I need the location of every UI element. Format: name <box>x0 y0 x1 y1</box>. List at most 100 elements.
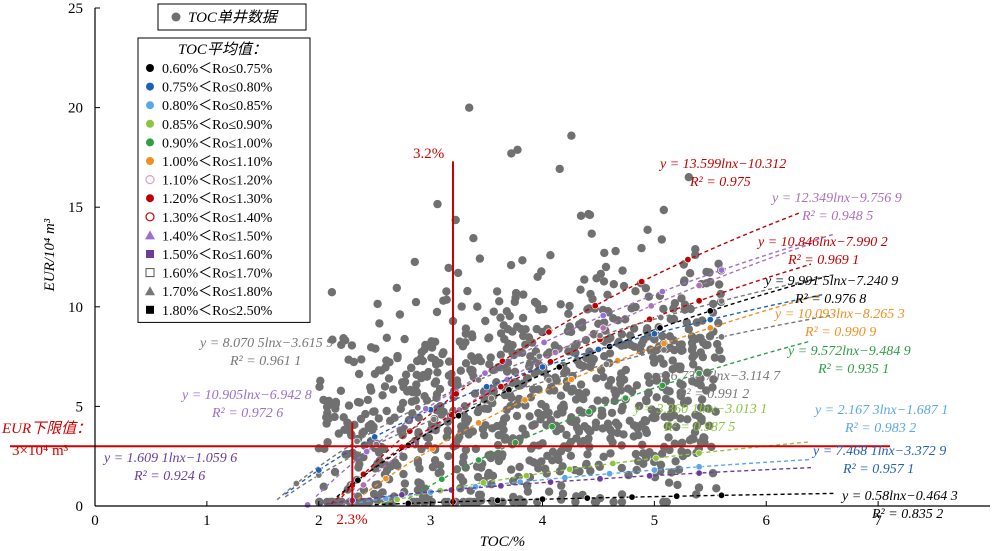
toc-well-point <box>521 340 530 349</box>
toc-well-point <box>662 386 671 395</box>
toc-well-point <box>664 433 673 442</box>
toc-well-point <box>509 492 518 502</box>
toc-well-point <box>431 337 440 346</box>
toc-well-point <box>481 316 490 326</box>
avg-point <box>481 369 489 377</box>
toc-well-point <box>576 380 586 389</box>
toc-well-point <box>323 438 332 447</box>
toc-well-point <box>621 365 630 375</box>
fit-r2-4: R² = 0.990 9 <box>804 325 876 340</box>
toc-well-point <box>702 386 711 395</box>
fit-r2-13: R² = 0.924 6 <box>133 469 205 484</box>
toc-well-point <box>525 412 534 421</box>
toc-well-point <box>472 462 482 471</box>
avg-point <box>292 479 300 487</box>
toc-well-point <box>618 266 627 275</box>
toc-well-point <box>509 350 519 360</box>
toc-well-point <box>494 456 504 466</box>
legend-label: 1.80%＜Ro≤2.50% <box>162 304 273 319</box>
toc-well-point <box>486 353 495 362</box>
avg-point <box>363 448 371 456</box>
avg-point <box>497 482 505 490</box>
legend-label: 1.50%＜Ro≤1.60% <box>162 248 273 263</box>
toc-well-point <box>427 353 436 362</box>
fit-r2-3: R² = 0.976 8 <box>794 292 866 307</box>
toc-well-point <box>665 332 674 341</box>
avg-legend-title: TOC平均值： <box>178 41 267 58</box>
toc-well-point <box>643 324 652 333</box>
y-tick-label: 15 <box>68 200 83 216</box>
fit-curve-0 <box>341 212 801 498</box>
toc-well-point <box>475 254 485 263</box>
avg-point <box>609 459 617 467</box>
fit-equation-6: y = 6.734 7lnx−3.114 7 <box>646 369 781 384</box>
toc-well-point <box>714 318 723 328</box>
toc-well-point <box>453 380 462 389</box>
toc-well-point <box>601 262 611 272</box>
toc-well-point <box>648 353 658 362</box>
toc-well-point <box>498 419 508 428</box>
toc-well-point <box>414 428 423 437</box>
avg-point <box>555 363 563 371</box>
y-tick-label: 10 <box>68 300 83 316</box>
avg-point <box>717 333 725 341</box>
toc-well-point <box>417 348 426 357</box>
toc-well-point <box>453 268 463 278</box>
toc-well-point <box>400 334 409 344</box>
fit-curve-1 <box>341 243 812 507</box>
legend-label: 1.00%＜Ro≤1.10% <box>162 155 273 170</box>
toc-well-point <box>635 401 644 411</box>
toc-well-point <box>384 374 394 383</box>
toc-well-point <box>698 316 707 325</box>
toc-well-point <box>556 391 566 400</box>
toc-well-point <box>495 297 504 306</box>
toc-well-point <box>433 199 442 209</box>
toc-well-point <box>502 307 511 316</box>
toc-well-point <box>617 406 626 415</box>
toc-well-point <box>430 456 440 465</box>
toc-well-point <box>452 465 462 474</box>
toc-well-point <box>598 410 607 419</box>
toc-well-point <box>413 458 423 468</box>
legend-marker <box>146 82 154 91</box>
avg-point <box>414 404 422 412</box>
toc-well-point <box>546 251 555 260</box>
toc-well-point <box>547 382 556 391</box>
toc-well-point <box>697 395 707 404</box>
toc-well-point <box>548 447 558 456</box>
toc-well-point <box>675 362 684 371</box>
toc-well-point <box>319 395 328 405</box>
x-tick-label: 4 <box>539 513 547 529</box>
toc-well-point <box>493 440 503 450</box>
toc-well-point <box>599 277 609 286</box>
toc-well-point <box>400 479 410 488</box>
toc-well-point <box>503 366 512 375</box>
toc-well-point <box>642 428 651 438</box>
toc-well-point <box>658 331 667 341</box>
toc-well-point <box>364 421 373 431</box>
toc-well-point <box>515 495 524 504</box>
toc-well-point <box>401 370 411 379</box>
toc-well-point <box>522 481 532 490</box>
fit-equation-4: y = 10.093lnx−8.265 3 <box>773 307 905 322</box>
toc-well-point <box>643 372 653 381</box>
toc-well-point <box>344 401 354 410</box>
avg-point <box>304 501 312 509</box>
avg-point <box>717 491 725 499</box>
toc-well-point <box>709 375 718 384</box>
toc-well-point <box>639 336 648 345</box>
legend-label: 0.80%＜Ro≤0.85% <box>162 99 273 114</box>
toc-well-point <box>600 248 609 258</box>
toc-well-point <box>572 492 581 501</box>
toc-well-point <box>322 497 332 507</box>
toc-well-point <box>461 445 471 455</box>
fit-equation-11: y = 8.070 5lnx−3.615 9 <box>198 336 333 351</box>
x-tick-label: 5 <box>651 513 659 529</box>
avg-point <box>398 491 406 499</box>
toc-well-point <box>604 381 613 390</box>
toc-well-point <box>361 409 370 419</box>
x-axis-title: TOC/% <box>480 534 526 550</box>
legend-marker <box>146 119 154 128</box>
toc-well-point <box>626 340 635 350</box>
toc-well-point <box>535 305 544 314</box>
